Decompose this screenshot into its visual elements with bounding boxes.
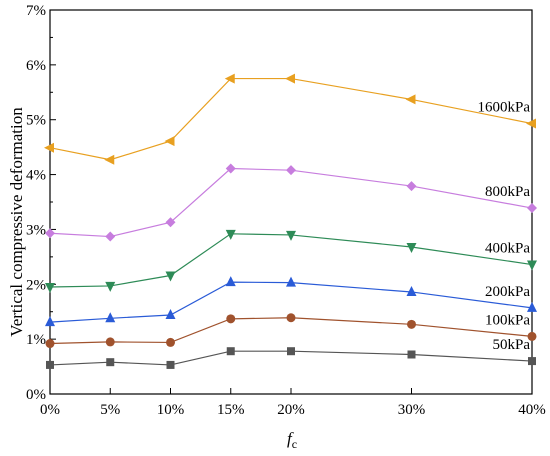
data-point [527,301,537,312]
data-point [106,358,115,367]
data-point [225,229,236,240]
data-point [105,281,116,292]
series-400kPa: 400kPa [45,229,537,294]
data-point [45,339,55,349]
data-point [287,347,295,356]
plot-frame [49,9,533,395]
x-tick-label: 15% [217,402,245,418]
x-tick-label: 0% [40,402,60,418]
y-tick-label: 4% [26,168,46,184]
data-point [166,337,175,347]
data-point [406,242,417,253]
data-point [407,350,416,359]
data-point [104,154,115,165]
series-line [49,167,533,238]
series-800kPa: 800kPa [45,163,537,242]
x-tick-label: 20% [277,402,305,418]
series-1600kPa: 1600kPa [44,73,536,165]
series-line [49,77,533,161]
y-tick-label: 2% [26,277,46,293]
series-label: 100kPa [485,312,530,328]
data-point [286,276,296,287]
data-point [526,118,536,129]
y-tick-label: 0% [26,387,46,403]
data-point [46,360,54,369]
x-tick-label: 40% [518,402,546,418]
y-tick-label: 6% [26,58,46,74]
x-tick-label: 5% [100,402,120,418]
x-tick-label: 10% [157,402,185,418]
data-point [286,230,296,241]
data-point [527,260,537,271]
data-point [406,285,417,296]
data-point [45,283,55,294]
x-axis-title-subscript: c [292,437,297,451]
data-point [105,231,116,242]
data-point [527,203,537,214]
data-point [225,163,236,174]
series-label: 1600kPa [478,100,531,116]
y-axis: 0% 1% 2% 3% 4% 5% 6% 7% [26,3,56,403]
data-point [224,73,235,84]
y-tick-label: 5% [26,113,46,129]
data-point [44,142,54,153]
x-axis-title: fc [287,429,297,451]
y-axis-title: Vertical compressive deformation [7,107,26,337]
data-point [105,337,115,347]
series-label: 50kPa [493,337,531,353]
y-tick-label: 1% [26,332,46,348]
data-point [166,360,175,369]
series-200kPa: 200kPa [45,276,537,327]
data-point [407,319,416,329]
data-point [286,313,296,323]
data-point [45,228,55,239]
series-layer: 50kPa 100kPa 200kPa 400kPa 800kPa 1600kPa [44,73,537,369]
data-point [406,181,417,192]
series-label: 800kPa [485,184,530,200]
x-axis-title-main: f [287,429,294,448]
data-point [164,136,175,147]
x-axis: 0% 5% 10% 15% 20% 30% 40% [40,388,546,418]
data-point [528,357,536,366]
y-tick-label: 3% [26,222,46,238]
series-label: 200kPa [485,284,530,300]
data-point [527,331,537,341]
x-tick-label: 30% [398,402,426,418]
y-tick-label: 7% [26,3,46,19]
data-point [285,73,295,84]
data-point [45,316,55,327]
data-point [286,165,296,176]
data-point [226,314,236,324]
data-point [165,309,176,320]
data-point [405,94,416,105]
data-point [225,276,236,287]
data-point [226,347,235,356]
data-point [105,312,116,323]
series-100kPa: 100kPa [45,312,537,349]
data-point [165,271,176,282]
series-label: 400kPa [485,241,530,257]
series-50kPa: 50kPa [46,337,536,369]
data-point [165,217,176,228]
